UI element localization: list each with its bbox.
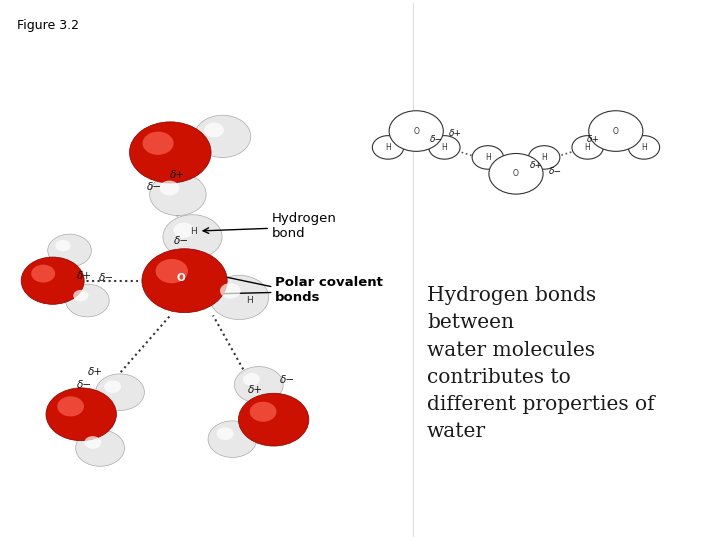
Text: H: H <box>191 227 197 236</box>
Circle shape <box>156 259 188 284</box>
Circle shape <box>472 146 503 169</box>
Text: δ−: δ− <box>549 167 562 176</box>
Circle shape <box>84 436 102 449</box>
Text: δ−: δ− <box>99 273 114 283</box>
Circle shape <box>150 173 206 215</box>
Circle shape <box>143 132 174 155</box>
Circle shape <box>194 115 251 158</box>
Circle shape <box>142 249 228 313</box>
Text: δ+: δ+ <box>587 134 600 144</box>
Text: O: O <box>176 273 185 283</box>
Text: δ+: δ+ <box>88 367 103 376</box>
Circle shape <box>572 136 603 159</box>
Circle shape <box>629 136 660 159</box>
Circle shape <box>589 111 643 151</box>
Circle shape <box>220 283 240 299</box>
Circle shape <box>208 421 257 457</box>
Text: δ−: δ− <box>280 375 295 384</box>
Circle shape <box>104 380 121 393</box>
Circle shape <box>73 290 89 301</box>
Text: δ−: δ− <box>77 380 92 390</box>
Text: H: H <box>585 143 590 152</box>
Circle shape <box>163 215 222 259</box>
Circle shape <box>46 388 117 441</box>
Text: O: O <box>513 170 519 178</box>
Circle shape <box>210 275 269 320</box>
Circle shape <box>58 396 84 416</box>
Text: δ+: δ+ <box>248 385 264 395</box>
Text: H: H <box>441 143 447 152</box>
Circle shape <box>96 374 145 410</box>
Circle shape <box>31 265 55 282</box>
Text: H: H <box>641 143 647 152</box>
Text: δ−: δ− <box>174 235 189 246</box>
Circle shape <box>130 122 211 183</box>
Circle shape <box>204 123 224 138</box>
Circle shape <box>428 136 460 159</box>
Text: δ−: δ− <box>147 182 162 192</box>
Circle shape <box>55 240 71 251</box>
Circle shape <box>48 234 91 267</box>
Circle shape <box>250 402 276 422</box>
Text: δ+: δ+ <box>449 129 462 138</box>
Circle shape <box>372 136 404 159</box>
Circle shape <box>217 427 233 440</box>
Text: δ+: δ+ <box>529 161 542 170</box>
Circle shape <box>489 153 543 194</box>
Text: Hydrogen
bond: Hydrogen bond <box>272 212 337 240</box>
Text: H: H <box>541 153 547 162</box>
Circle shape <box>235 367 283 403</box>
Text: δ+: δ+ <box>77 272 92 281</box>
Circle shape <box>243 373 260 386</box>
Text: H: H <box>246 295 253 305</box>
Circle shape <box>389 111 444 151</box>
Circle shape <box>21 257 84 305</box>
Text: δ−: δ− <box>430 134 443 144</box>
Text: δ+: δ+ <box>170 170 185 180</box>
Text: O: O <box>413 126 419 136</box>
Text: Polar covalent
bonds: Polar covalent bonds <box>275 276 383 304</box>
Text: H: H <box>385 143 391 152</box>
Text: Figure 3.2: Figure 3.2 <box>17 19 79 32</box>
Circle shape <box>174 222 194 238</box>
Text: Hydrogen bonds
between
water molecules
contributes to
different properties of
wa: Hydrogen bonds between water molecules c… <box>427 286 654 441</box>
Circle shape <box>66 284 109 317</box>
Circle shape <box>160 180 179 195</box>
Circle shape <box>76 430 125 466</box>
Text: H: H <box>485 153 491 162</box>
Circle shape <box>528 146 560 169</box>
Circle shape <box>238 393 309 446</box>
Text: O: O <box>613 126 618 136</box>
